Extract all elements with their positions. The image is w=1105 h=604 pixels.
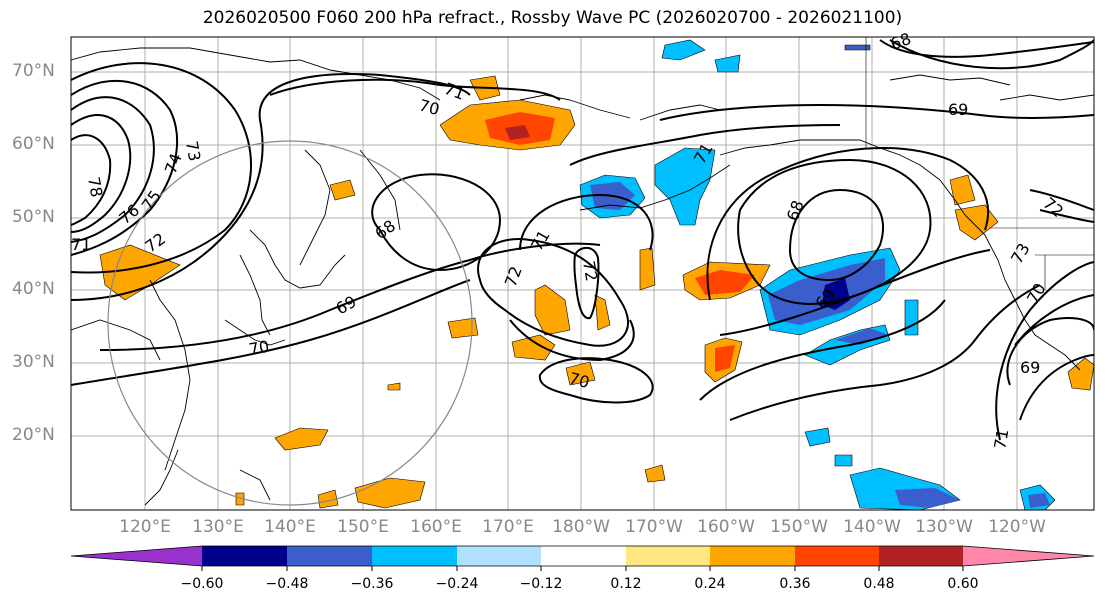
lat-label: 70°N bbox=[12, 61, 55, 81]
colorbar-tick-label: 0.48 bbox=[863, 576, 895, 592]
contour-label: 69 bbox=[1020, 358, 1040, 377]
contour-label: 74 bbox=[161, 151, 186, 177]
contour-label: 70 bbox=[417, 96, 442, 120]
colorbar-tick-label: 0.60 bbox=[947, 576, 979, 592]
contour-label: 72 bbox=[501, 264, 526, 290]
colorbar-segment bbox=[202, 546, 287, 566]
contour-label: 72 bbox=[579, 259, 601, 282]
lon-label: 140°E bbox=[264, 517, 316, 537]
lon-label: 130°W bbox=[915, 517, 973, 537]
lon-label: 180°W bbox=[552, 517, 610, 537]
positive-anomaly-fill bbox=[99, 75, 1094, 509]
contour-label: 78 bbox=[84, 175, 106, 198]
colorbar-extend-low bbox=[71, 546, 202, 566]
contour-label: 73 bbox=[182, 139, 204, 162]
colorbar-tick-label: −0.24 bbox=[435, 576, 479, 592]
colorbar-segment bbox=[457, 546, 541, 566]
colorbar-segment bbox=[287, 546, 372, 566]
colorbar-segment bbox=[372, 546, 457, 566]
lat-label: 30°N bbox=[12, 352, 55, 372]
lon-label: 130°E bbox=[192, 517, 244, 537]
colorbar-tick-label: −0.36 bbox=[350, 576, 394, 592]
colorbar-segment bbox=[879, 546, 963, 566]
lon-label: 150°W bbox=[770, 517, 828, 537]
colorbar bbox=[70, 545, 1095, 571]
contour-label: 72 bbox=[1039, 194, 1067, 222]
contour-label: 70 bbox=[1023, 280, 1050, 307]
colorbar-segment bbox=[626, 546, 710, 566]
contour-label: 70 bbox=[567, 369, 592, 393]
lon-label: 160°W bbox=[697, 517, 755, 537]
colorbar-tick-label: 0.36 bbox=[779, 576, 811, 592]
contour-label: 75 bbox=[138, 187, 165, 215]
colorbar-extend-high bbox=[963, 546, 1094, 566]
contours bbox=[71, 39, 1094, 441]
lon-label: 120°E bbox=[119, 517, 171, 537]
colorbar-tick-label: 0.24 bbox=[694, 576, 726, 592]
contour-label: 69 bbox=[333, 292, 360, 319]
lon-label: 140°W bbox=[843, 517, 901, 537]
contour-label: 70 bbox=[247, 337, 270, 359]
great-circle-outline bbox=[107, 140, 473, 506]
colorbar-tick-label: −0.60 bbox=[180, 576, 224, 592]
colorbar-segment bbox=[795, 546, 879, 566]
contour-label: 71 bbox=[442, 79, 468, 104]
lat-label: 50°N bbox=[12, 207, 55, 227]
contour-label: 68 bbox=[371, 216, 399, 243]
colorbar-tick-label: −0.48 bbox=[265, 576, 309, 592]
contour-label: 71 bbox=[71, 235, 91, 254]
lon-label: 170°E bbox=[482, 517, 534, 537]
lon-label: 120°W bbox=[988, 517, 1046, 537]
lon-label: 160°E bbox=[410, 517, 462, 537]
colorbar-tick-label: −0.12 bbox=[519, 576, 563, 592]
contour-label: 71 bbox=[527, 227, 554, 254]
contour-label: 73 bbox=[1007, 240, 1034, 267]
lon-label: 170°W bbox=[625, 517, 683, 537]
colorbar-segment bbox=[541, 546, 626, 566]
borders bbox=[865, 37, 1094, 290]
contour-label: 69 bbox=[948, 100, 968, 119]
lon-label: 150°E bbox=[337, 517, 389, 537]
coastlines bbox=[71, 47, 1094, 506]
lat-label: 40°N bbox=[12, 279, 55, 299]
colorbar-segment bbox=[710, 546, 795, 566]
lat-label: 20°N bbox=[12, 425, 55, 445]
map-frame bbox=[70, 36, 1095, 511]
contour-label: 71 bbox=[990, 427, 1012, 450]
plot-title: 2026020500 F060 200 hPa refract., Rossby… bbox=[202, 8, 903, 28]
contour-label: 68 bbox=[783, 198, 808, 224]
colorbar-tick-label: 0.12 bbox=[610, 576, 642, 592]
lat-label: 60°N bbox=[12, 134, 55, 154]
